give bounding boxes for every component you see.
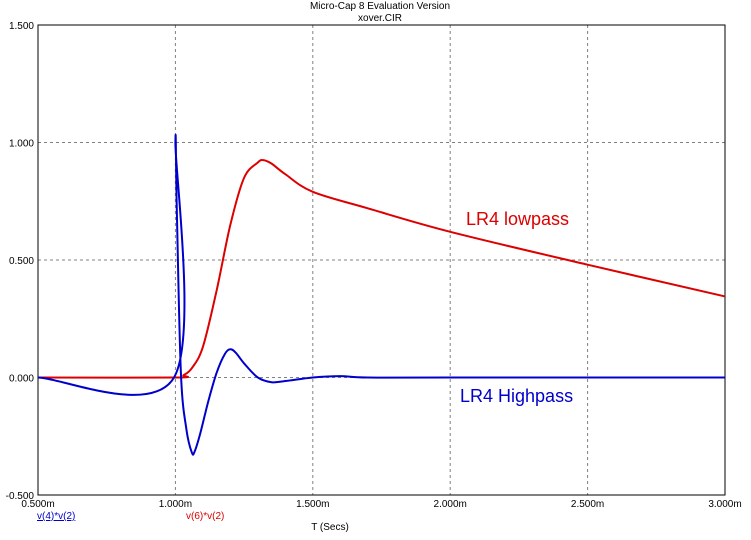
annotation-highpass: LR4 Highpass xyxy=(460,386,573,406)
x-tick-label: 3.000m xyxy=(708,499,741,510)
grid-lines xyxy=(38,25,725,495)
x-tick-label: 2.000m xyxy=(434,499,467,510)
x-tick-label: 1.000m xyxy=(159,499,192,510)
legend-expression-red[interactable]: v(6)*v(2) xyxy=(186,511,224,522)
series-line-highpass xyxy=(37,133,725,456)
series-lines xyxy=(37,133,726,456)
y-tick-label: 1.000 xyxy=(9,139,34,150)
y-tick-label: 0.500 xyxy=(9,256,34,267)
y-tick-label: 1.500 xyxy=(9,21,34,32)
x-tick-label: 0.500m xyxy=(21,499,54,510)
chart-subtitle: xover.CIR xyxy=(358,13,402,24)
y-tick-label: 0.000 xyxy=(9,374,34,385)
x-tick-label: 1.500m xyxy=(296,499,329,510)
x-tick-label: 2.500m xyxy=(571,499,604,510)
series-line-lowpass xyxy=(37,158,726,379)
plot-frame xyxy=(37,24,726,496)
tick-labels: 0.500m 1.000m 1.500m 2.000m 2.500m 3.000m 1.50… xyxy=(6,21,742,510)
x-axis-label: T (Secs) xyxy=(311,522,349,533)
annotation-lowpass: LR4 lowpass xyxy=(466,209,569,229)
legend-expression-blue[interactable]: v(4)*v(2) xyxy=(37,511,75,522)
y-tick-label: -0.500 xyxy=(6,491,35,502)
chart-title: Micro-Cap 8 Evaluation Version xyxy=(310,1,450,12)
